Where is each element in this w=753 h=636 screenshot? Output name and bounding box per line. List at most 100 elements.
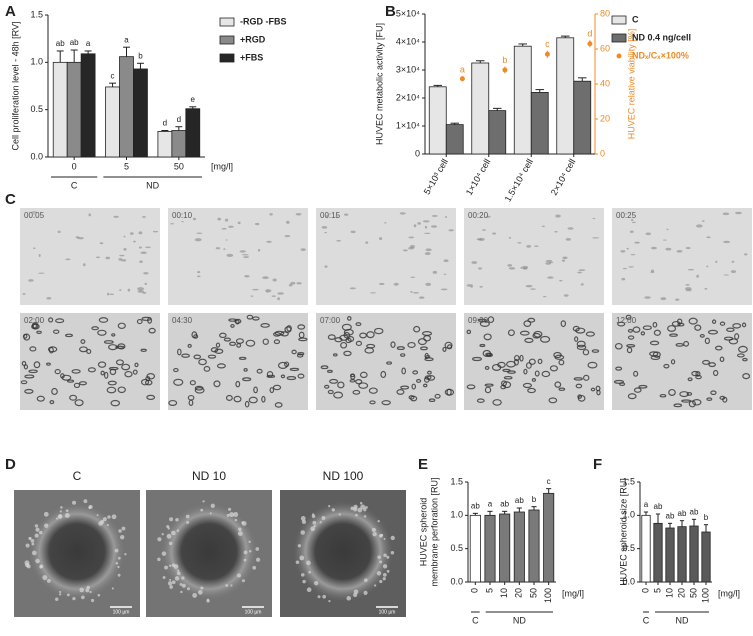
cell-cluster <box>683 340 690 347</box>
cell <box>200 586 204 590</box>
cell-cluster <box>692 399 702 406</box>
cell <box>562 256 568 260</box>
x-unit-label: [mg/l] <box>718 588 740 598</box>
cell <box>302 579 306 584</box>
cell <box>382 564 388 569</box>
cell <box>365 241 369 244</box>
cell-cluster <box>738 345 748 353</box>
cell-cluster <box>49 400 55 405</box>
cell-cluster <box>527 317 536 323</box>
cell-cluster <box>742 357 748 362</box>
cell <box>730 270 737 274</box>
cell-cluster <box>558 387 566 391</box>
cell-cluster <box>134 362 139 368</box>
cell-cluster <box>245 339 256 347</box>
cell <box>319 521 322 524</box>
cell-cluster <box>78 381 88 386</box>
cell-cluster <box>424 375 432 380</box>
cell <box>355 513 358 517</box>
cell-cluster <box>523 320 532 327</box>
cell <box>186 587 190 591</box>
cell <box>507 264 513 267</box>
cell-cluster <box>736 353 745 358</box>
cell <box>300 573 305 577</box>
cell-cluster <box>723 336 734 341</box>
cell-cluster <box>411 383 417 390</box>
cell <box>248 540 251 544</box>
cell-cluster <box>413 325 421 333</box>
cell-cluster <box>466 384 476 390</box>
timestamp: 00:05 <box>24 211 45 220</box>
cell <box>145 246 151 249</box>
cell-cluster <box>649 340 660 346</box>
cell-cluster <box>484 386 492 394</box>
cell <box>241 521 245 525</box>
cell-cluster <box>704 337 711 345</box>
microscopy-image <box>20 313 160 410</box>
cell-cluster <box>194 387 205 394</box>
cell <box>471 261 478 264</box>
cell-cluster <box>242 377 252 382</box>
cell-cluster <box>554 381 562 388</box>
significance-letter: c <box>547 477 551 486</box>
cell <box>175 517 179 522</box>
cell-cluster <box>352 389 361 395</box>
x-tick-label: 0 <box>72 161 77 171</box>
significance-letter: d <box>163 119 167 128</box>
cell-cluster <box>587 361 598 369</box>
y-tick-label: 1.0 <box>30 57 43 67</box>
cell <box>444 216 448 218</box>
cell-cluster <box>289 367 300 372</box>
cell <box>651 246 657 250</box>
x-tick-label: 2×10⁴ cell <box>549 157 578 197</box>
cell <box>181 583 186 588</box>
legend-swatch <box>611 15 627 25</box>
cell <box>380 533 384 537</box>
cell <box>393 282 399 286</box>
cell-cluster <box>24 388 34 394</box>
cell <box>277 297 280 301</box>
cell <box>105 256 110 260</box>
legend-label: +RGD <box>240 34 266 44</box>
cell <box>479 285 483 288</box>
cell <box>620 250 626 253</box>
cell <box>731 260 735 263</box>
cell-cluster <box>233 395 242 403</box>
x-tick-label: 5 <box>484 588 494 593</box>
group-label: C <box>472 615 479 625</box>
cell <box>228 507 232 511</box>
cell <box>72 500 77 505</box>
cell-cluster <box>80 339 86 344</box>
cell <box>166 524 170 529</box>
cell-cluster <box>626 343 636 348</box>
cell <box>687 268 695 271</box>
cell <box>46 578 51 583</box>
cell-cluster <box>410 395 418 402</box>
significance-letter: ab <box>690 507 699 516</box>
cell <box>38 272 45 274</box>
cell <box>409 244 415 249</box>
cell <box>378 237 383 241</box>
cell-cluster <box>726 327 735 332</box>
significance-letter: e <box>191 95 196 104</box>
cell-cluster <box>274 402 283 408</box>
cell <box>157 537 162 542</box>
cell-cluster <box>522 382 532 389</box>
significance-letter: d <box>587 29 592 39</box>
cell-cluster <box>711 319 717 324</box>
cell <box>300 248 306 251</box>
cell-cluster <box>381 400 391 406</box>
cell <box>123 248 127 251</box>
y2-axis-label: HUVEC relative viability [%] <box>626 29 636 140</box>
cell <box>161 551 167 556</box>
cell-cluster <box>627 328 633 333</box>
cell-cluster <box>477 318 488 322</box>
cell <box>311 514 316 519</box>
cell <box>685 246 691 249</box>
cell-cluster <box>527 387 536 394</box>
cell <box>137 287 145 291</box>
cell <box>179 582 183 586</box>
cell <box>252 565 257 570</box>
cell-cluster <box>51 387 58 396</box>
cell <box>237 221 241 225</box>
